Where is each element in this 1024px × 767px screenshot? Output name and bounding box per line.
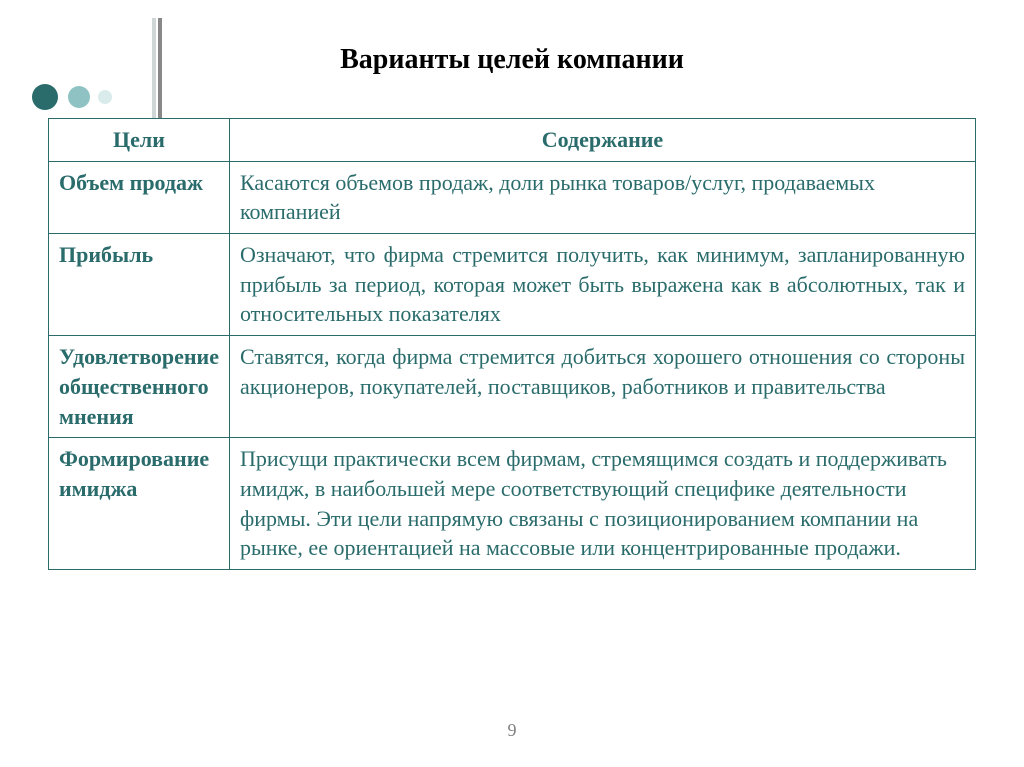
goal-cell: Прибыль [49,234,230,336]
goal-cell: Формирование имиджа [49,438,230,570]
table-row: ПрибыльОзначают, что фирма стремится пол… [49,234,976,336]
table-row: Формирование имиджаПрисущи практически в… [49,438,976,570]
page-number: 9 [0,720,1024,741]
dot-large [32,84,58,110]
slide-title: Варианты целей компании [0,44,1024,76]
goals-table: Цели Содержание Объем продажКасаются объ… [48,118,976,570]
content-cell: Ставятся, когда фирма стремится добиться… [229,336,975,438]
dot-small [98,90,112,104]
header-goals: Цели [49,119,230,162]
content-cell: Присущи практически всем фирмам, стремящ… [229,438,975,570]
table-row: Удовлетворение общественного мненияСтавя… [49,336,976,438]
goal-cell: Объем продаж [49,161,230,233]
content-cell: Означают, что фирма стремится получить, … [229,234,975,336]
goal-cell: Удовлетворение общественного мнения [49,336,230,438]
content-cell: Касаются объемов продаж, доли рынка това… [229,161,975,233]
dot-medium [68,86,90,108]
header-content: Содержание [229,119,975,162]
table-row: Объем продажКасаются объемов продаж, дол… [49,161,976,233]
goals-table-wrap: Цели Содержание Объем продажКасаются объ… [48,118,976,570]
